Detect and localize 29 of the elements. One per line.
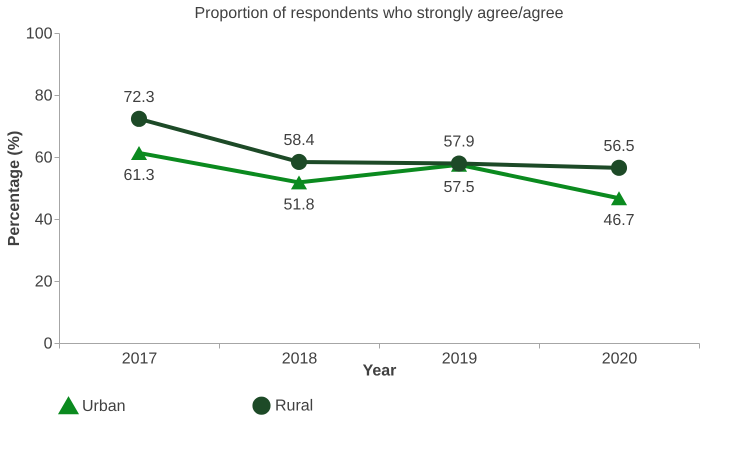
data-label: 46.7 — [603, 212, 635, 230]
data-label: 58.4 — [283, 132, 315, 149]
data-label: 56.5 — [603, 138, 635, 155]
x-axis-title: Year — [362, 362, 396, 380]
data-label: 57.9 — [443, 134, 475, 151]
y-tick-label: 60 — [34, 150, 53, 166]
y-tick-label: 80 — [34, 88, 53, 104]
point — [290, 175, 308, 190]
y-tick-label: 0 — [44, 336, 53, 352]
legend-label: Urban — [82, 398, 126, 416]
x-tick-label: 2020 — [602, 350, 638, 368]
point — [290, 154, 308, 170]
y-axis-title: Percentage (%) — [6, 130, 23, 246]
point — [610, 191, 628, 206]
data-label: 51.8 — [283, 196, 315, 214]
chart-title: Proportion of respondents who strongly agree/agree — [194, 5, 564, 22]
point — [130, 110, 148, 127]
y-tick-label: 100 — [26, 26, 53, 42]
x-tick-label: 2017 — [122, 350, 158, 368]
point — [610, 160, 628, 176]
y-tick-label: 40 — [34, 212, 53, 228]
data-label: 61.3 — [123, 166, 155, 184]
data-label: 72.3 — [123, 88, 155, 106]
x-tick-label: 2019 — [442, 350, 478, 368]
y-tick-label: 20 — [34, 274, 53, 290]
legend-label: Rural — [275, 398, 314, 415]
point — [130, 146, 148, 160]
data-label: 57.5 — [443, 178, 475, 196]
x-tick-label: 2018 — [282, 350, 318, 368]
